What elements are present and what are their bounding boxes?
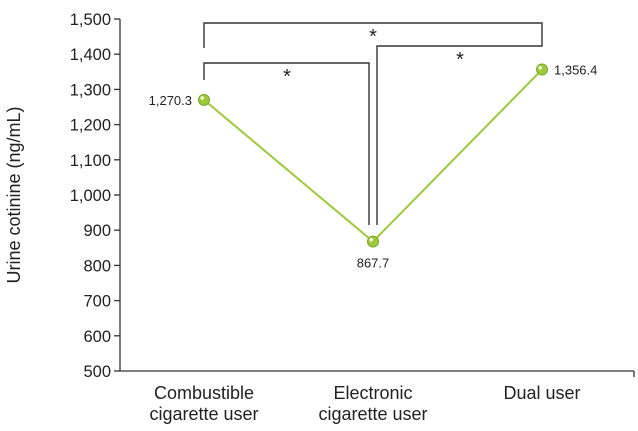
significance-star: * — [283, 66, 291, 88]
axes: 500 600 700 800 900 1,000 1,100 1,200 1,300 1,400… — [70, 11, 635, 424]
data-point — [198, 93, 210, 106]
y-tick-label: 900 — [83, 222, 111, 240]
series-line — [203, 68, 543, 243]
series-group: 1,270.3 867.7 1,356.4 — [149, 63, 598, 271]
y-tick-label: 1,500 — [70, 11, 111, 29]
y-tick-label: 700 — [83, 293, 111, 311]
data-point-highlight — [369, 237, 374, 242]
data-point-highlight — [200, 96, 204, 100]
data-label: 867.7 — [357, 256, 390, 271]
x-category-label: Dual user — [503, 383, 580, 403]
y-tick-label: 1,200 — [70, 117, 111, 135]
y-tick-label: 1,100 — [70, 152, 111, 170]
y-tick-label: 1,400 — [70, 46, 111, 64]
y-tick-label: 1,300 — [70, 81, 111, 99]
y-tick-label: 1,000 — [70, 187, 111, 205]
data-label: 1,270.3 — [149, 93, 192, 108]
y-tick-label: 600 — [83, 328, 111, 346]
data-point-highlight — [538, 65, 542, 70]
significance-bracket — [376, 34, 543, 225]
significance-bracket — [203, 62, 370, 225]
y-tick-label: 500 — [83, 363, 111, 381]
significance-star: * — [456, 49, 464, 71]
data-point — [367, 235, 379, 248]
significance-brackets: * * * — [203, 22, 543, 225]
x-category-label: Combustible cigarette user — [149, 383, 258, 424]
data-point — [536, 63, 548, 76]
data-label: 1,356.4 — [554, 63, 597, 78]
significance-star: * — [369, 26, 377, 48]
x-category-label: Electronic cigarette user — [318, 383, 427, 424]
y-axis-title: Urine cotinine (ng/mL) — [4, 106, 24, 283]
significance-bracket — [203, 22, 543, 48]
y-tick-label: 800 — [83, 257, 111, 275]
